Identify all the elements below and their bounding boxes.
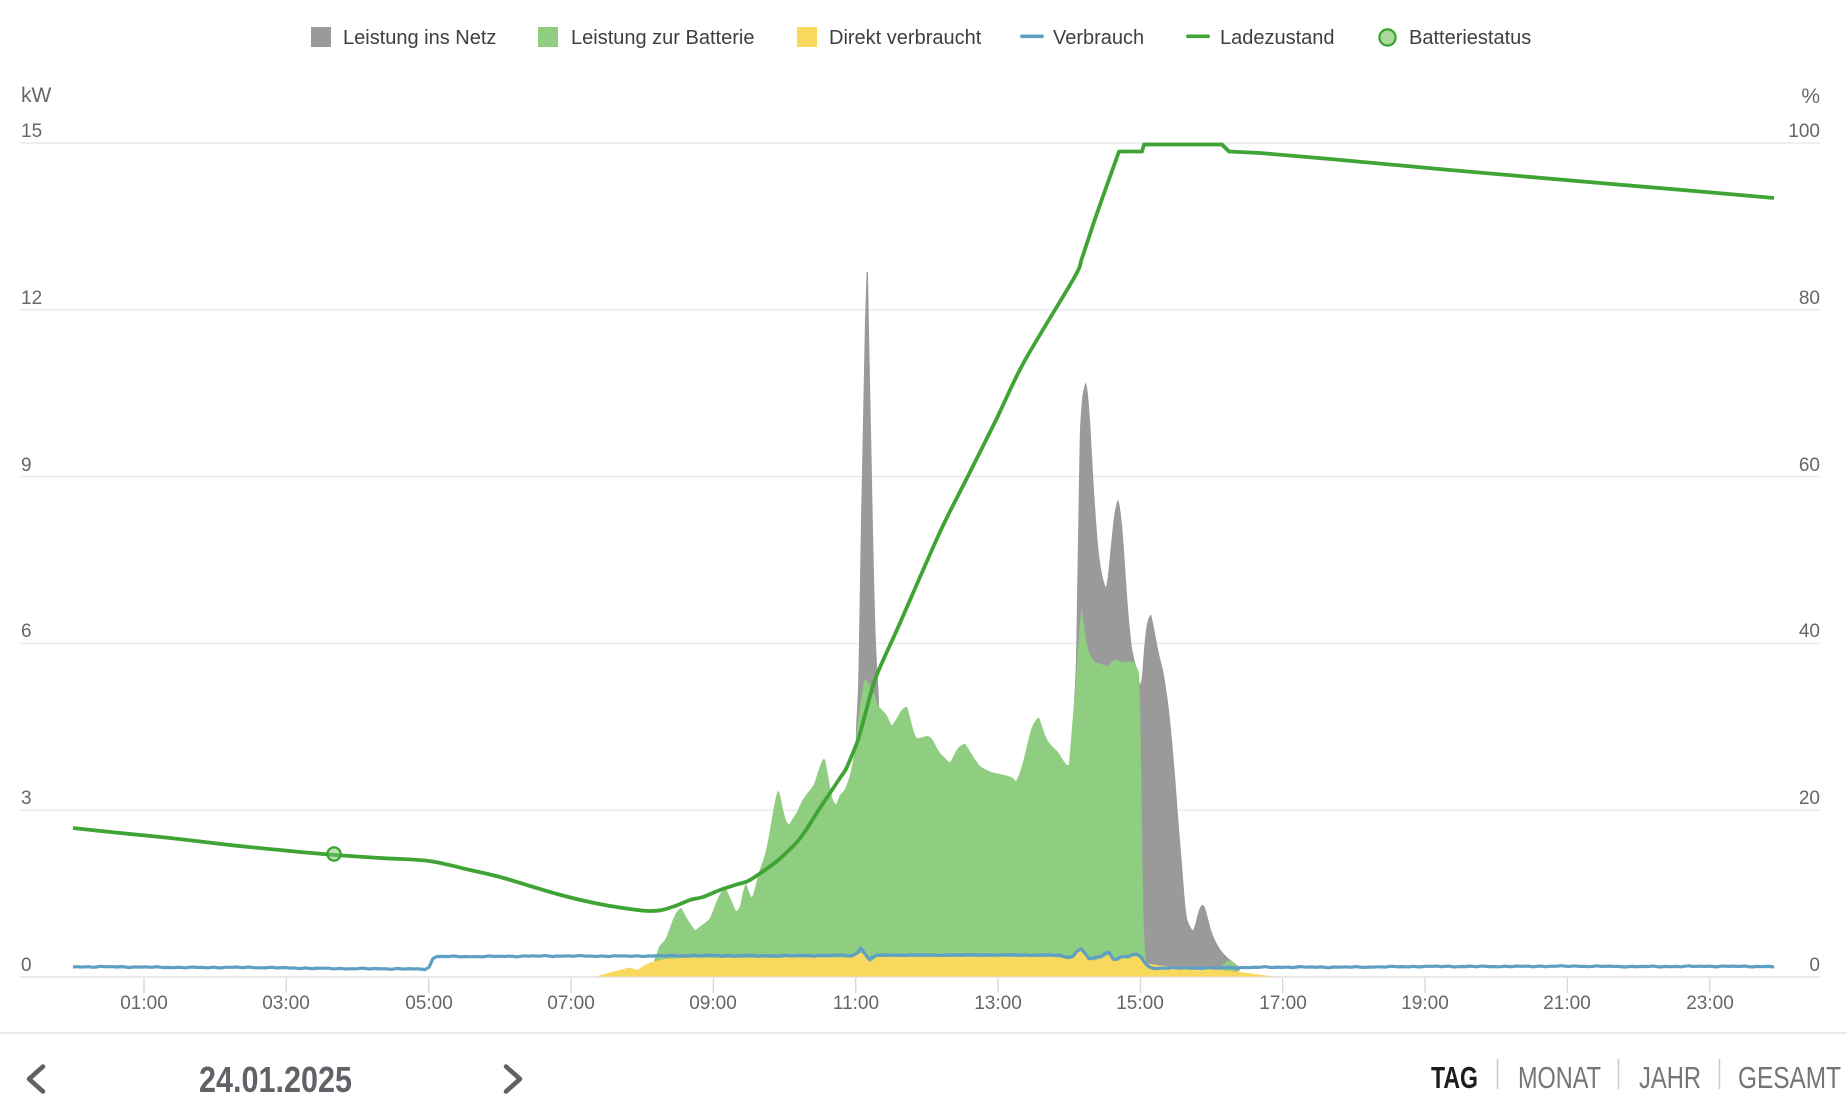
svg-text:100: 100 xyxy=(1788,121,1820,142)
svg-text:9: 9 xyxy=(21,455,32,476)
svg-text:Ladezustand: Ladezustand xyxy=(1220,27,1335,49)
svg-text:12: 12 xyxy=(21,288,42,309)
svg-text:60: 60 xyxy=(1799,455,1820,476)
svg-text:MONAT: MONAT xyxy=(1518,1060,1601,1095)
svg-text:03:00: 03:00 xyxy=(262,993,310,1014)
svg-text:Verbrauch: Verbrauch xyxy=(1053,27,1144,49)
svg-text:20: 20 xyxy=(1799,788,1820,809)
svg-text:kW: kW xyxy=(21,84,52,107)
svg-text:Leistung ins Netz: Leistung ins Netz xyxy=(343,27,496,49)
svg-text:0: 0 xyxy=(21,955,32,976)
svg-text:24.01.2025: 24.01.2025 xyxy=(199,1059,352,1100)
svg-text:TAG: TAG xyxy=(1431,1060,1478,1095)
svg-text:01:00: 01:00 xyxy=(120,993,168,1014)
svg-text:6: 6 xyxy=(21,621,32,642)
svg-text:07:00: 07:00 xyxy=(547,993,595,1014)
svg-text:40: 40 xyxy=(1799,621,1820,642)
svg-text:21:00: 21:00 xyxy=(1543,993,1591,1014)
svg-text:09:00: 09:00 xyxy=(689,993,737,1014)
svg-text:GESAMT: GESAMT xyxy=(1738,1060,1841,1095)
svg-text:17:00: 17:00 xyxy=(1259,993,1307,1014)
svg-text:Leistung zur Batterie: Leistung zur Batterie xyxy=(571,27,754,49)
svg-text:23:00: 23:00 xyxy=(1686,993,1734,1014)
svg-text:19:00: 19:00 xyxy=(1401,993,1449,1014)
svg-text:0: 0 xyxy=(1809,955,1820,976)
svg-text:80: 80 xyxy=(1799,288,1820,309)
svg-text:JAHR: JAHR xyxy=(1639,1060,1701,1095)
svg-text:15: 15 xyxy=(21,121,42,142)
svg-text:05:00: 05:00 xyxy=(405,993,453,1014)
svg-text:Direkt verbraucht: Direkt verbraucht xyxy=(829,27,982,49)
svg-text:Batteriestatus: Batteriestatus xyxy=(1409,27,1531,49)
svg-text:%: % xyxy=(1801,85,1820,108)
svg-text:3: 3 xyxy=(21,788,32,809)
svg-text:15:00: 15:00 xyxy=(1116,993,1164,1014)
svg-text:13:00: 13:00 xyxy=(974,993,1022,1014)
svg-text:11:00: 11:00 xyxy=(833,993,879,1014)
